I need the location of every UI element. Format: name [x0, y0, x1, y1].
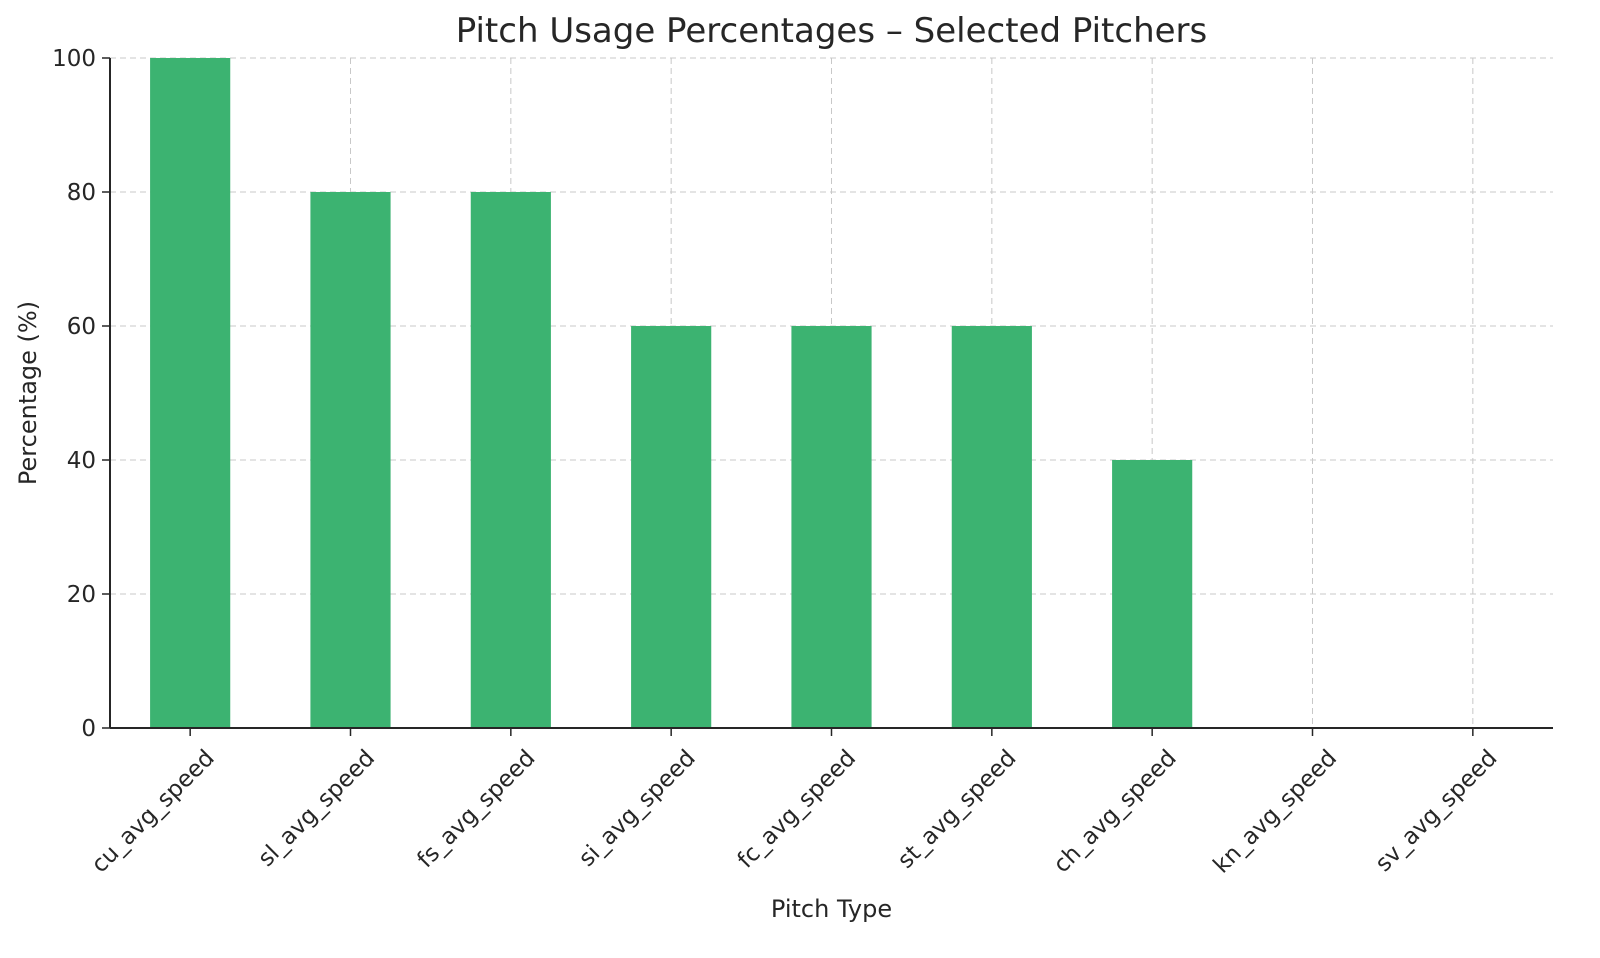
bar-ch-avg-speed [1112, 460, 1193, 728]
bar-st-avg-speed [951, 326, 1032, 728]
x-axis-title: Pitch Type [771, 895, 892, 923]
x-tick-label: sl_avg_speed [253, 745, 380, 872]
x-axis-ticks: cu_avg_speed sl_avg_speed fs_avg_speed si_a… [87, 728, 1503, 879]
bar-sl-avg-speed [310, 192, 391, 728]
bar-si-avg-speed [631, 326, 712, 728]
y-tick-label: 20 [67, 582, 96, 608]
y-tick-label: 0 [81, 716, 96, 742]
x-tick-label: ch_avg_speed [1049, 745, 1182, 878]
bar-fs-avg-speed [470, 192, 551, 728]
x-tick-label: fc_avg_speed [733, 745, 861, 873]
x-tick-label: si_avg_speed [574, 745, 701, 872]
y-axis-title: Percentage (%) [14, 301, 42, 485]
y-tick-label: 60 [67, 314, 96, 340]
y-tick-label: 100 [52, 46, 96, 72]
x-tick-label: fs_avg_speed [412, 745, 540, 873]
x-tick-label: st_avg_speed [893, 745, 1022, 874]
y-tick-label: 40 [67, 448, 96, 474]
chart-title: Pitch Usage Percentages – Selected Pitch… [456, 11, 1208, 51]
bar-fc-avg-speed [791, 326, 872, 728]
bar-cu-avg-speed [150, 58, 231, 728]
x-tick-label: kn_avg_speed [1209, 745, 1342, 878]
y-axis-ticks: 0 20 40 60 80 100 [52, 46, 110, 742]
x-tick-label: sv_avg_speed [1371, 745, 1503, 877]
x-tick-label: cu_avg_speed [87, 745, 220, 878]
bars [150, 58, 1193, 728]
y-tick-label: 80 [67, 180, 96, 206]
